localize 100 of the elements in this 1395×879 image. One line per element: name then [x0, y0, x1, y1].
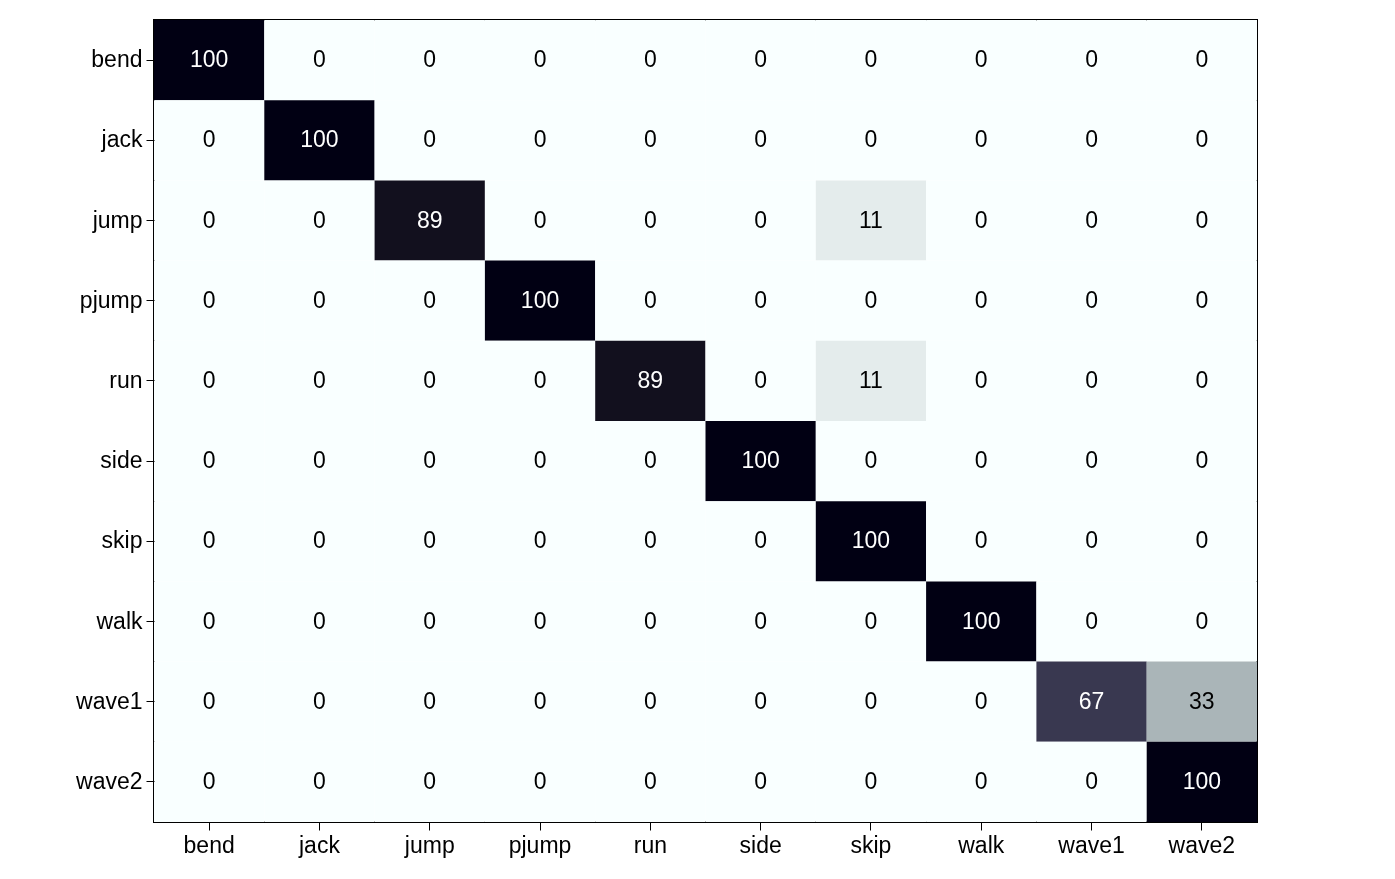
y-tick-label: jack: [100, 126, 143, 153]
data-label: 0: [974, 206, 988, 233]
data-label: 0: [643, 687, 657, 714]
data-label: 0: [533, 687, 547, 714]
data-label: 0: [864, 447, 878, 474]
data-label: 0: [202, 527, 216, 554]
data-label: 0: [1195, 447, 1209, 474]
data-label: 0: [974, 687, 988, 714]
data-label: 100: [962, 607, 1001, 634]
data-label: 100: [520, 286, 560, 313]
data-label: 100: [741, 447, 780, 474]
data-label: 11: [859, 206, 883, 233]
data-label: 0: [202, 366, 216, 393]
data-label: 0: [974, 366, 988, 393]
data-label: 0: [754, 607, 768, 634]
y-tick-label: run: [109, 366, 143, 393]
x-tick-label: pjump: [508, 831, 572, 858]
data-label: 0: [864, 687, 878, 714]
data-label: 0: [754, 46, 768, 73]
data-label: 0: [974, 447, 988, 474]
data-label: 0: [533, 46, 547, 73]
x-tick-label: bend: [183, 831, 235, 858]
data-label: 0: [423, 607, 437, 634]
x-tick-label: jump: [403, 831, 455, 858]
data-label: 0: [313, 206, 326, 233]
x-tick-label: skip: [850, 831, 892, 858]
data-label: 0: [423, 366, 437, 393]
data-label: 0: [643, 447, 657, 474]
y-tick-label: pjump: [79, 286, 143, 313]
data-label: 0: [533, 527, 547, 554]
data-label: 0: [1195, 607, 1209, 634]
data-label: 0: [754, 126, 768, 153]
data-label: 0: [202, 607, 216, 634]
data-label: 0: [202, 286, 216, 313]
data-label: 0: [533, 607, 547, 634]
data-label: 0: [1085, 447, 1098, 474]
data-label: 0: [643, 527, 657, 554]
data-label: 0: [754, 286, 768, 313]
data-label: 0: [313, 527, 326, 554]
data-label: 0: [974, 527, 988, 554]
y-tick-label: skip: [101, 527, 143, 554]
data-label: 0: [313, 286, 326, 313]
data-label: 89: [637, 366, 664, 393]
data-label: 0: [533, 447, 547, 474]
data-label: 0: [202, 767, 216, 794]
data-label: 0: [1085, 767, 1098, 794]
data-label: 0: [643, 767, 657, 794]
data-label: 0: [754, 366, 768, 393]
data-label: 0: [864, 46, 878, 73]
data-label: 0: [533, 767, 547, 794]
data-label: 0: [1195, 366, 1209, 393]
data-label: 0: [423, 527, 437, 554]
data-label: 0: [1195, 527, 1209, 554]
data-label: 0: [643, 206, 657, 233]
data-label: 0: [754, 767, 768, 794]
data-label: 0: [533, 366, 547, 393]
data-label: 0: [533, 126, 547, 153]
data-label: 0: [1085, 286, 1098, 313]
data-label: 89: [416, 206, 443, 233]
y-tick-label: wave1: [75, 687, 143, 714]
data-label: 11: [859, 366, 883, 393]
data-label: 0: [864, 286, 878, 313]
data-label: 0: [423, 126, 437, 153]
data-label: 0: [533, 206, 547, 233]
data-label: 0: [643, 126, 657, 153]
data-label: 0: [1085, 126, 1098, 153]
data-label: 0: [864, 126, 878, 153]
data-label: 0: [423, 46, 437, 73]
data-label: 0: [313, 366, 326, 393]
data-label: 0: [1085, 607, 1098, 634]
data-label: 0: [643, 286, 657, 313]
data-label: 0: [1085, 206, 1098, 233]
y-tick-label: bend: [91, 46, 143, 73]
data-label: 0: [1085, 366, 1098, 393]
data-label: 0: [313, 687, 326, 714]
data-label: 0: [313, 447, 326, 474]
data-label: 0: [202, 126, 216, 153]
data-label: 0: [1085, 527, 1098, 554]
data-label: 0: [202, 447, 216, 474]
data-label: 0: [202, 687, 216, 714]
data-label: 67: [1078, 687, 1105, 714]
data-label: 0: [423, 286, 437, 313]
data-label: 0: [313, 46, 326, 73]
x-tick-label: jack: [298, 831, 341, 858]
data-label: 0: [974, 767, 988, 794]
y-tick-label: side: [100, 447, 143, 474]
x-tick-label: wave1: [1057, 831, 1125, 858]
data-label: 0: [754, 687, 768, 714]
y-tick-label: jump: [91, 206, 143, 233]
data-label: 100: [300, 126, 339, 153]
data-label: 0: [313, 607, 326, 634]
data-label: 0: [423, 447, 437, 474]
data-label: 100: [1182, 767, 1222, 794]
data-label: 33: [1189, 687, 1215, 714]
y-tick-label: walk: [95, 607, 143, 634]
data-label: 0: [202, 206, 216, 233]
data-label: 0: [754, 206, 768, 233]
data-label: 0: [1195, 206, 1209, 233]
y-tick-label: wave2: [75, 767, 143, 794]
data-label: 0: [974, 46, 988, 73]
